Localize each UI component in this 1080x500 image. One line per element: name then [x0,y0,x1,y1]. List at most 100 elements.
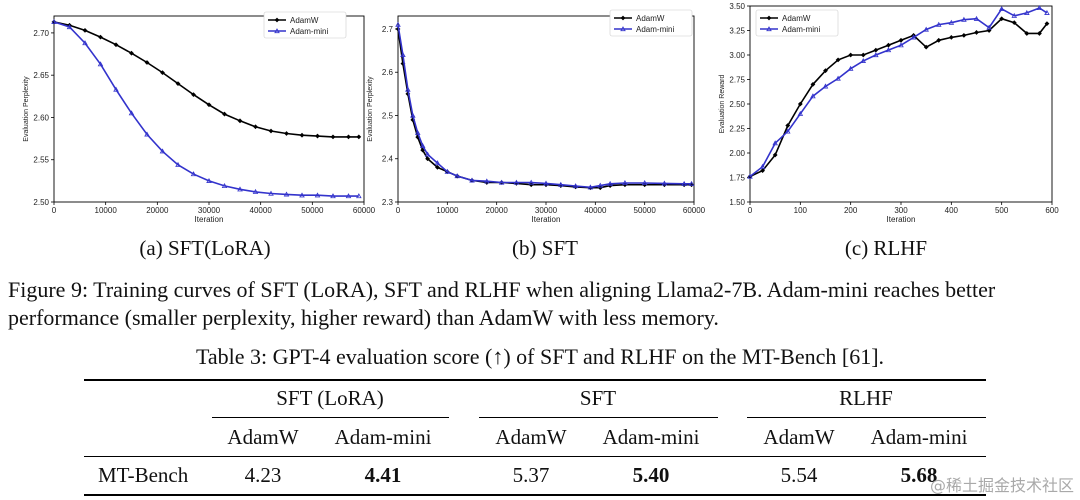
y-axis-label: Evaluation Perplexity [367,76,374,142]
table-group-rule-2 [479,417,718,418]
y-tick-label: 2.55 [33,156,49,165]
data-point [128,110,135,116]
y-tick-label: 2.50 [729,100,745,109]
data-point [454,173,460,179]
legend: AdamW Adam-mini [609,9,693,37]
data-point [444,168,451,174]
data-point [330,134,336,140]
table-subheader-adammini-3: Adam-mini [870,425,968,449]
data-point [299,192,305,198]
data-point [810,93,816,99]
data-point [425,156,430,162]
table-cell-sft-adamw: 5.37 [512,463,550,487]
data-point [572,183,579,189]
data-point [469,177,475,183]
data-point [999,16,1005,22]
y-tick-label: 2.60 [33,113,49,122]
data-point [144,60,150,65]
legend-marker [274,17,280,23]
data-point [513,179,520,185]
table-bottom-rule [84,494,986,496]
x-tick-label: 500 [995,206,1009,215]
x-axis-label: Iteration [195,215,224,224]
x-tick-label: 10000 [95,206,118,215]
x-tick-label: 0 [52,206,57,215]
x-axis-label: Iteration [887,215,916,224]
series-line [749,17,1048,178]
y-tick-label: 2.75 [729,76,745,85]
data-point [435,164,440,170]
table-group-rule-1 [212,417,449,418]
data-point [346,134,351,140]
data-point [414,129,421,135]
y-tick-label: 2.4 [382,155,394,164]
subcaption-a: (a) SFT(LoRA) [139,236,271,260]
data-point [835,57,841,63]
data-point [410,112,416,118]
data-point [810,82,816,87]
y-axis-label: Evaluation Perplexity [23,76,30,142]
y-tick-label: 2.6 [382,68,394,77]
x-axis-label: Iteration [532,215,561,224]
table-group-sft-lora: SFT (LoRA) [276,386,384,410]
figure-caption: Figure 9: Training curves of SFT (LoRA),… [8,277,996,330]
data-point [1011,12,1018,18]
data-point [222,111,227,117]
figure-9-charts: 0 10000 20000 30000 40000 50000 600002.502.552… [23,2,1059,224]
x-tick-label: 0 [396,206,401,215]
data-point [97,61,104,67]
data-point [935,21,942,27]
series-line [53,21,359,197]
data-point [886,42,891,48]
data-point [860,57,867,63]
data-point [159,148,166,154]
data-point [253,124,258,130]
plot-frame [397,15,695,203]
data-point [191,92,196,98]
data-point [268,190,274,196]
y-tick-label: 2.3 [382,198,394,207]
x-tick-label: 200 [844,206,858,215]
data-point [419,142,426,148]
data-point [948,34,954,40]
data-point [1036,5,1043,11]
chart-2: 0 10000 20000 30000 40000 50000 60000 2.3 2.4 2.5… [367,9,706,224]
x-tick-label: 40000 [584,206,607,215]
chart-3: 0 100 200 300 400 500 600 1.50 1.75 2.00 2.25 2.50 2… [719,2,1059,224]
data-point [873,52,879,58]
x-tick-label: 400 [945,206,959,215]
data-point [66,24,73,30]
data-point [558,181,564,187]
data-point [772,152,778,158]
data-point [98,34,103,40]
data-point [923,44,929,50]
data-point [607,180,613,186]
table-group-rule-3 [747,417,986,418]
series-line [397,28,692,189]
data-point [356,193,362,199]
data-point [1044,9,1050,15]
y-tick-label: 2.50 [33,198,49,207]
data-point [961,16,967,22]
data-point [747,173,753,179]
data-point [747,174,753,179]
subcaption-b: (b) SFT [512,236,578,260]
table-subheader-adammini-1: Adam-mini [334,425,432,449]
y-tick-label: 2.00 [729,149,745,158]
data-point [498,179,505,185]
data-point [641,180,648,186]
data-point [998,6,1005,12]
x-tick-label: 30000 [198,206,221,215]
data-point [175,81,181,87]
data-point [1011,20,1017,26]
legend-label: Adam-mini [636,25,674,34]
legend-label: AdamW [782,14,811,23]
series-adam-mini [395,21,695,190]
series-adamw [747,16,1050,179]
table-subheader-adamw-3: AdamW [763,425,835,449]
y-tick-label: 2.7 [382,25,394,34]
legend-label: Adam-mini [782,25,820,34]
table-top-rule [84,379,986,381]
data-point [973,15,980,21]
table-cell-sft-adammini: 5.40 [632,463,670,487]
